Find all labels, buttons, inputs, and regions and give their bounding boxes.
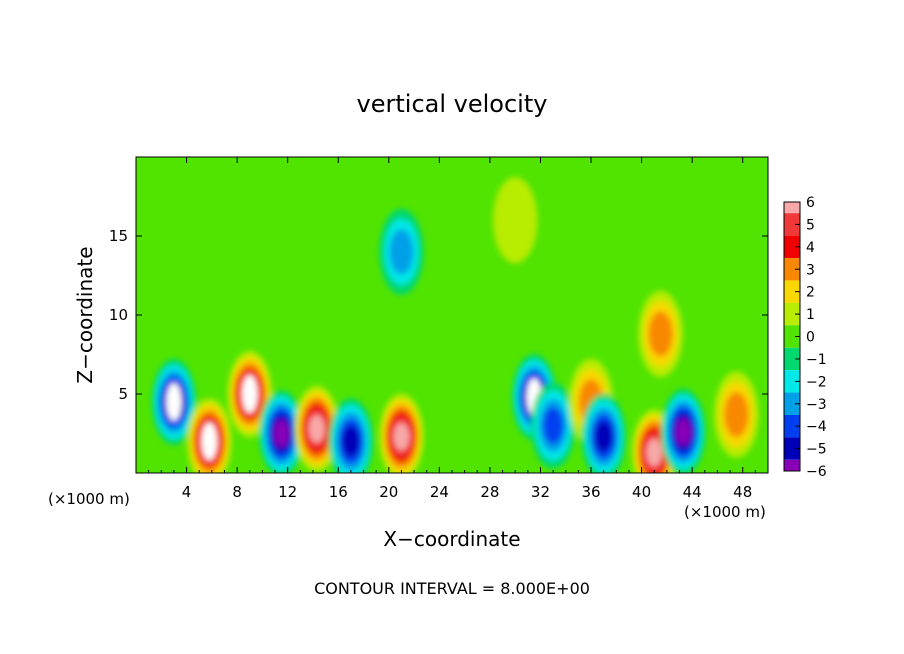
x-tick-label: 16 (329, 483, 348, 501)
colorbar-label: 5 (806, 217, 815, 233)
heatmap-core-0 (166, 382, 182, 421)
colorbar-label: 6 (806, 195, 815, 211)
x-tick-label: 4 (182, 483, 192, 501)
heatmap-core-2 (242, 375, 258, 413)
x-unit-left: (×1000 m) (48, 490, 130, 508)
heatmap-cell-15-1 (492, 177, 538, 264)
x-tick-label: 28 (480, 483, 499, 501)
y-tick-label: 15 (109, 227, 128, 245)
heatmap-cell-14-3 (724, 392, 749, 438)
x-tick-label: 44 (683, 483, 702, 501)
colorbar-label: 0 (806, 330, 815, 346)
heatmap-field (151, 177, 759, 473)
x-tick-label: 20 (379, 483, 398, 501)
y-axis-label: Z−coordinate (73, 246, 97, 383)
x-axis-ticks: 4 8 12 16 20 24 28 32 36 40 44 48 (148, 157, 756, 501)
x-tick-label: 32 (531, 483, 550, 501)
colorbar-label: 1 (806, 307, 815, 323)
heatmap-cell-3-6 (273, 419, 290, 448)
chart-title: vertical velocity (357, 90, 548, 118)
x-tick-label: 12 (278, 483, 297, 501)
heatmap-cell-8-4 (543, 407, 564, 445)
colorbar-swatch (784, 347, 800, 371)
heatmap-cell-13-6 (675, 418, 692, 446)
x-axis-label: X−coordinate (383, 527, 520, 551)
colorbar-swatch (784, 392, 800, 415)
contour-interval-footer: CONTOUR INTERVAL = 8.000E+00 (314, 579, 590, 598)
colorbar-label: −1 (806, 352, 827, 368)
colorbar-swatch (784, 202, 800, 214)
colorbar-label: 2 (806, 285, 815, 301)
colorbar: 6 5 4 3 2 1 0 −1 −2 −3 −4 −5 −6 (783, 195, 827, 480)
heatmap-cell-6-6 (393, 422, 410, 451)
colorbar-swatch (784, 325, 800, 348)
colorbar-swatch (784, 302, 800, 326)
y-tick-label: 5 (118, 385, 128, 403)
x-unit-right: (×1000 m) (684, 503, 766, 521)
x-tick-label: 8 (232, 483, 242, 501)
y-tick-label: 10 (109, 306, 128, 324)
y-axis-ticks: 5 10 15 (109, 227, 768, 403)
plot-area (136, 157, 768, 473)
colorbar-swatch (784, 235, 800, 259)
heatmap-core-1 (201, 422, 217, 461)
x-tick-label: 24 (430, 483, 449, 501)
heatmap-cell-12-6 (646, 438, 663, 467)
colorbar-label: 4 (806, 240, 815, 256)
colorbar-swatch (784, 414, 800, 438)
colorbar-swatch (784, 258, 800, 281)
heatmap-cell-9-3 (389, 229, 414, 275)
colorbar-swatch (784, 280, 800, 303)
heatmap-cell-11-5 (594, 420, 613, 453)
heatmap-cell-16-3 (648, 311, 673, 357)
colorbar-swatch (784, 437, 800, 460)
colorbar-label: −3 (806, 397, 827, 413)
x-tick-label: 48 (733, 483, 752, 501)
heatmap-cell-4-6 (308, 415, 325, 443)
heatmap-cell-5-5 (342, 425, 360, 458)
x-tick-label: 36 (581, 483, 600, 501)
colorbar-label: −6 (806, 464, 827, 480)
colorbar-swatch (784, 459, 800, 471)
colorbar-swatch (784, 370, 800, 393)
colorbar-label: −5 (806, 442, 827, 458)
colorbar-swatch (784, 213, 800, 236)
colorbar-label: 3 (806, 262, 815, 278)
x-tick-label: 40 (632, 483, 651, 501)
colorbar-label: −4 (806, 419, 827, 435)
colorbar-label: −2 (806, 374, 827, 390)
